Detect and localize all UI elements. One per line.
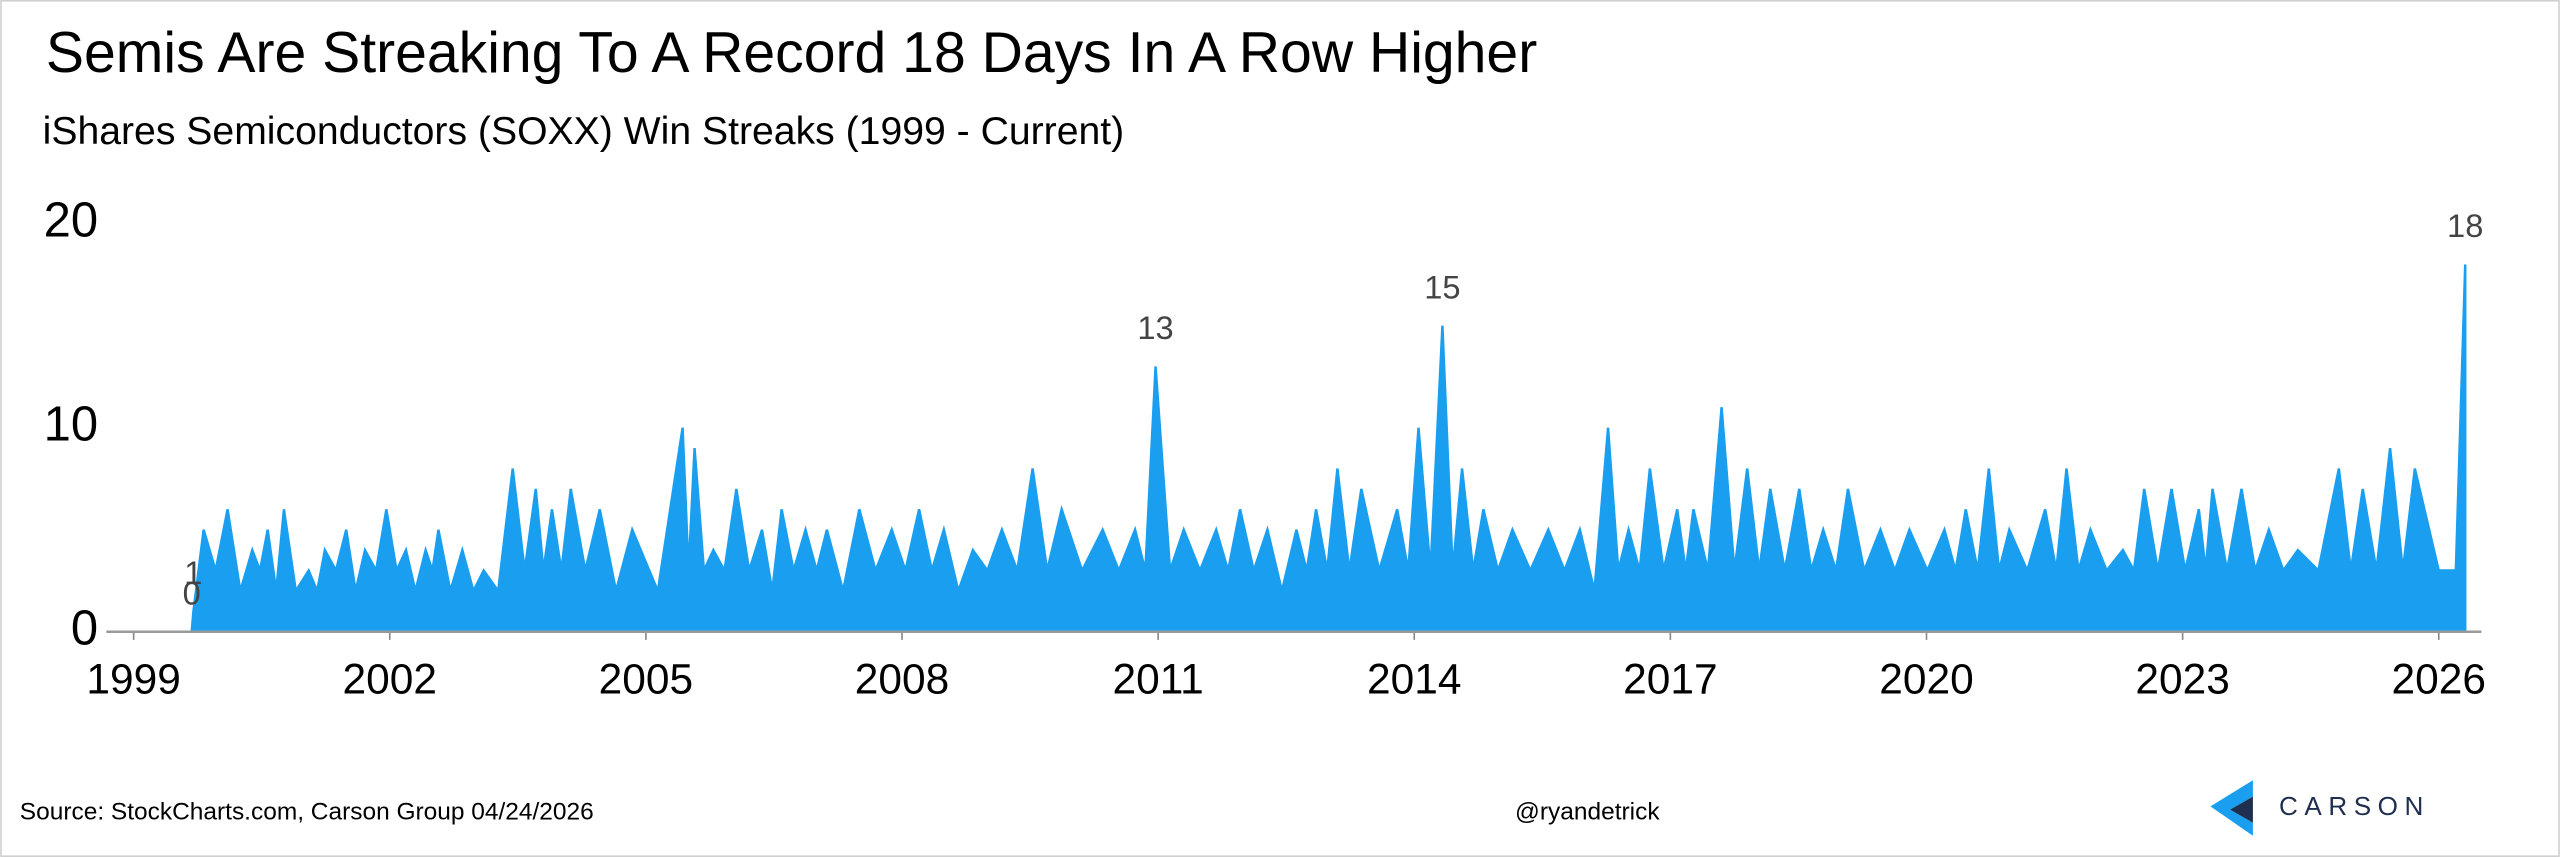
source-note: Source: StockCharts.com, Carson Group 04…	[20, 798, 594, 825]
data-label: 13	[1137, 309, 1173, 346]
x-tick-label: 2002	[343, 656, 437, 703]
x-tick-label: 2011	[1112, 656, 1203, 703]
logo-icon	[2230, 796, 2253, 823]
x-tick-label: 2005	[599, 656, 693, 703]
chart-title: Semis Are Streaking To A Record 18 Days …	[46, 21, 1537, 85]
y-tick-label: 10	[44, 398, 98, 452]
data-label: 1	[184, 554, 202, 591]
y-tick-label: 0	[71, 602, 98, 656]
data-label: 18	[2447, 207, 2483, 244]
author-handle: @ryandetrick	[1515, 798, 1660, 825]
area	[190, 264, 2467, 633]
logo: CARSON	[2210, 780, 2430, 836]
x-tick-label: 2017	[1623, 656, 1717, 703]
x-tick-label: 2014	[1367, 656, 1461, 703]
y-tick-label: 20	[44, 194, 98, 248]
x-tick-label: 1999	[86, 656, 180, 703]
x-tick-label: 2023	[2135, 656, 2229, 703]
x-tick-label: 2020	[1879, 656, 1973, 703]
x-tick-label: 2008	[855, 656, 949, 703]
logo-icon	[2210, 780, 2253, 836]
data-label: 15	[1424, 268, 1460, 305]
x-tick-label: 2026	[2392, 656, 2486, 703]
logo-text: CARSON	[2279, 791, 2430, 821]
chart-subtitle: iShares Semiconductors (SOXX) Win Streak…	[43, 110, 1125, 153]
data-label: 0	[183, 574, 201, 611]
